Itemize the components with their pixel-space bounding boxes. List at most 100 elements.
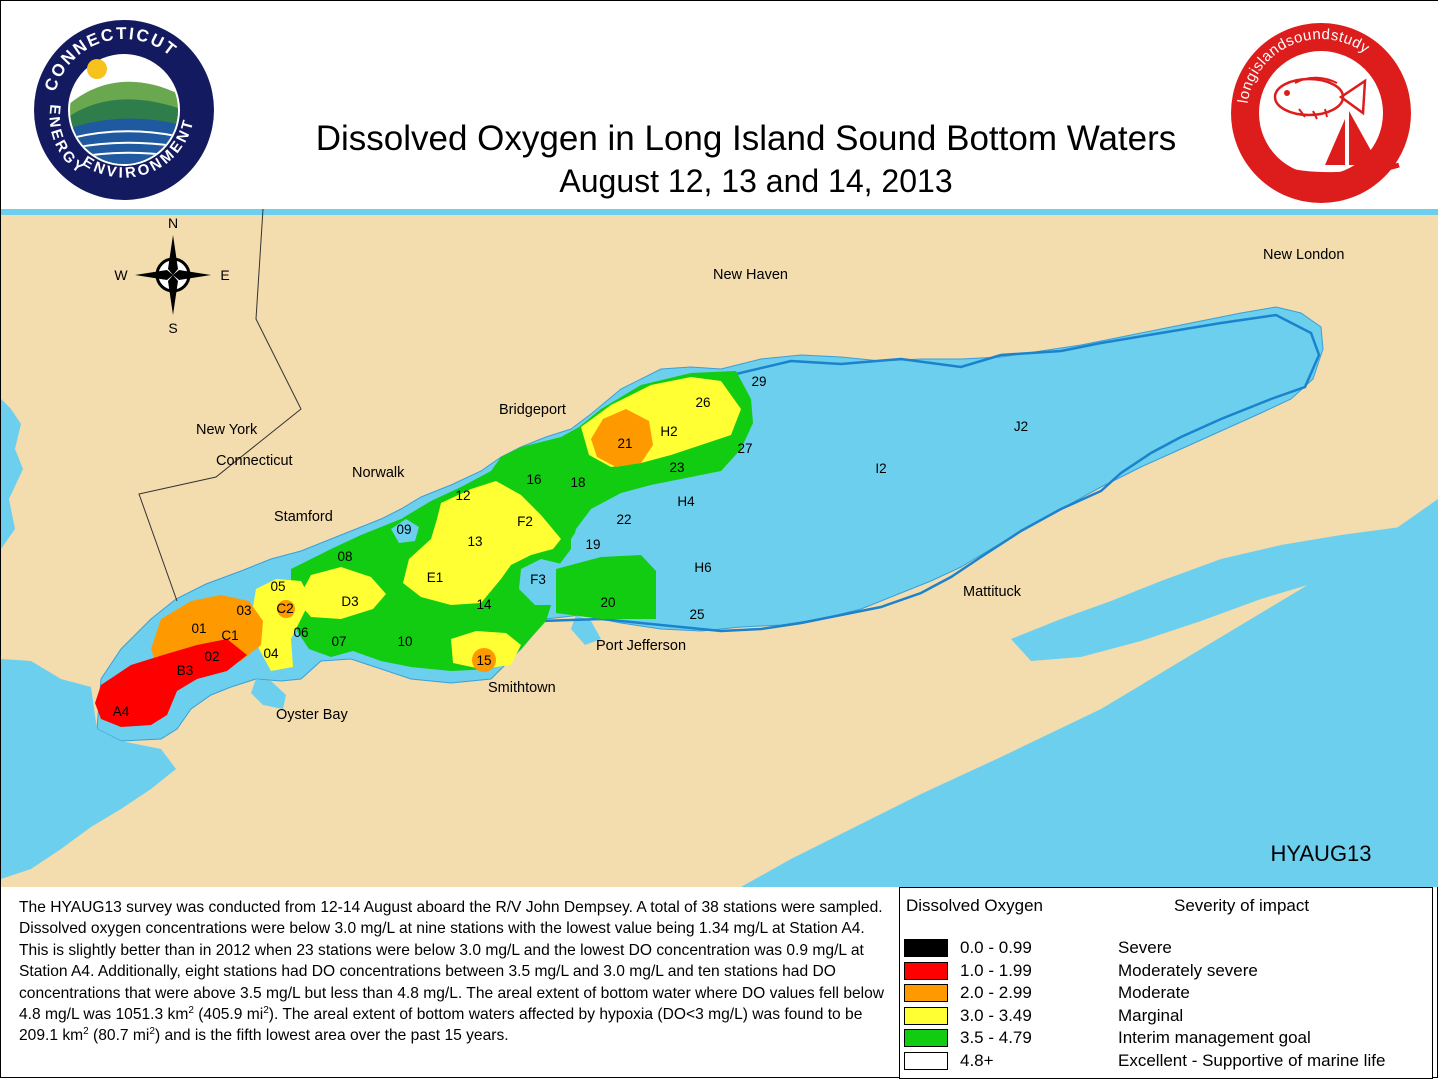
do-zone-moderately-severe <box>95 639 247 727</box>
station-label: 02 <box>204 649 219 664</box>
oyster-bay-water <box>251 679 286 709</box>
legend-header-do: Dissolved Oxygen <box>906 896 1044 915</box>
compass-south: S <box>168 320 177 336</box>
place-new-haven: New Haven <box>713 267 788 283</box>
map-subtitle: August 12, 13 and 14, 2013 <box>559 163 953 199</box>
legend-header-severity: Severity of impact <box>1174 896 1310 915</box>
map-area: N S E W New Haven New London Bridgeport … <box>1 209 1438 887</box>
summary-text-1: The HYAUG13 survey was conducted from 12… <box>19 899 885 1024</box>
western-harbor-water <box>1 659 176 879</box>
legend-range: 1.0 - 1.99 <box>960 960 1032 980</box>
place-mattituck: Mattituck <box>963 584 1022 600</box>
station-label: 06 <box>293 625 308 640</box>
peconic-bay <box>1011 523 1438 661</box>
legend-severity: Marginal <box>1118 1005 1184 1025</box>
long-island-sound-study-logo: longislandsoundstudy <box>1231 23 1411 203</box>
station-label: 13 <box>467 534 482 549</box>
station-label: H6 <box>694 560 711 575</box>
survey-boundary <box>540 313 1321 633</box>
station-label: 16 <box>526 472 541 487</box>
station-label: 29 <box>751 374 766 389</box>
summary-sup-4: 2 <box>149 1026 155 1038</box>
legend-swatch <box>904 1051 948 1070</box>
station-label: 15 <box>476 653 491 668</box>
station-label: 23 <box>669 460 684 475</box>
summary-sup-2: 2 <box>263 1004 269 1016</box>
station-label: 18 <box>570 475 585 490</box>
station-label: 27 <box>737 441 752 456</box>
summary-text-2: (405.9 mi <box>193 1006 264 1024</box>
map-legend: Dissolved Oxygen Severity of impact 0.0 … <box>899 887 1433 1079</box>
compass-north: N <box>168 215 178 231</box>
ct-energy-environment-seal: CONNECTICUT ENERGY ENVIRONMENT <box>34 20 214 200</box>
summary-text-5: ) and is the fifth lowest area over the … <box>154 1027 509 1045</box>
station-label: D3 <box>341 594 358 609</box>
station-label: I2 <box>875 461 886 476</box>
legend-swatch <box>904 939 948 957</box>
do-zone-marginal-d3 <box>297 567 386 619</box>
legend-row: 0.0 - 0.99 Severe <box>904 938 1424 958</box>
state-boundary-line <box>138 209 302 602</box>
station-label: 07 <box>331 634 346 649</box>
station-label: F3 <box>530 572 546 587</box>
summary-text-4: (80.7 mi <box>88 1027 150 1045</box>
station-label: F2 <box>517 514 533 529</box>
legend-swatch <box>904 1006 948 1025</box>
legend-severity: Interim management goal <box>1118 1028 1311 1047</box>
station-label: H4 <box>677 494 695 509</box>
place-new-london: New London <box>1263 247 1344 263</box>
legend-swatch <box>904 984 948 1002</box>
legend-range: 2.0 - 2.99 <box>960 983 1032 1002</box>
legend-range: 4.8+ <box>960 1050 994 1070</box>
place-new-york: New York <box>196 422 258 438</box>
compass-east: E <box>220 267 229 283</box>
station-label: B3 <box>177 663 194 678</box>
place-smithtown: Smithtown <box>488 680 556 696</box>
legend-range: 0.0 - 0.99 <box>960 938 1032 957</box>
station-label: 20 <box>600 595 615 610</box>
port-jefferson-harbor <box>571 615 601 645</box>
legend-row: 4.8+ Excellent - Supportive of marine lif… <box>904 1051 1424 1071</box>
place-port-jefferson: Port Jefferson <box>596 638 686 654</box>
do-zone-marginal <box>403 481 561 605</box>
sailboat-icon <box>1282 111 1400 178</box>
place-oyster-bay: Oyster Bay <box>276 707 348 723</box>
place-bridgeport: Bridgeport <box>499 402 566 418</box>
station-label: 05 <box>270 579 285 594</box>
station-label: 04 <box>263 646 279 661</box>
legend-row: 1.0 - 1.99 Moderately severe <box>904 961 1424 981</box>
legend-row: 3.0 - 3.49 Marginal <box>904 1006 1424 1026</box>
do-zone-moderate-c2 <box>277 600 295 618</box>
do-zone-moderate-15 <box>472 648 496 672</box>
station-label: C1 <box>221 628 238 643</box>
compass-west: W <box>114 267 128 283</box>
place-stamford: Stamford <box>274 509 333 525</box>
summary-sup-3: 2 <box>83 1026 89 1038</box>
legend-row: 2.0 - 2.99 Moderate <box>904 983 1424 1003</box>
legend-swatch <box>904 961 948 980</box>
do-zone-excellent-09 <box>391 519 419 543</box>
legend-severity: Moderate <box>1118 983 1190 1002</box>
summary-sup-1: 2 <box>188 1004 194 1016</box>
legend-severity: Moderately severe <box>1118 960 1258 980</box>
map-title: Dissolved Oxygen in Long Island Sound Bo… <box>315 119 1177 158</box>
station-label: 21 <box>617 436 632 451</box>
compass-rose-icon: N S E W <box>114 215 229 336</box>
legend-row: 3.5 - 4.79 Interim management goal <box>904 1028 1424 1048</box>
gardiners-island <box>1196 499 1271 535</box>
station-label: 12 <box>455 488 470 503</box>
legend-severity: Severe <box>1118 938 1172 957</box>
station-label: C2 <box>276 601 293 616</box>
station-label: 08 <box>337 549 352 564</box>
do-zone-marginal-c2 <box>251 579 311 671</box>
station-label: H2 <box>660 424 677 439</box>
station-label: A4 <box>113 704 130 719</box>
station-label: 03 <box>236 603 251 618</box>
place-norwalk: Norwalk <box>352 465 405 481</box>
station-label: 22 <box>616 512 631 527</box>
hudson-river <box>1 399 23 549</box>
station-label: 14 <box>476 597 492 612</box>
station-label: 25 <box>689 607 704 622</box>
survey-code: HYAUG13 <box>1270 841 1371 866</box>
